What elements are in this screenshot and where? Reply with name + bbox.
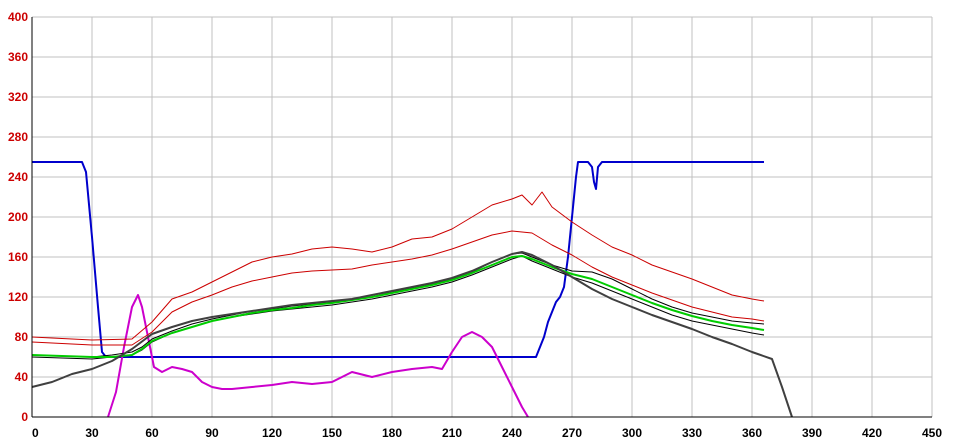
y-tick-label: 40 [15, 370, 29, 384]
y-tick-label: 160 [8, 250, 28, 264]
x-tick-label: 210 [442, 426, 462, 440]
y-tick-label: 240 [8, 170, 28, 184]
y-tick-label: 200 [8, 210, 28, 224]
series-lines [31, 161, 793, 418]
series-line-8 [31, 251, 793, 418]
y-tick-label: 280 [8, 130, 28, 144]
x-tick-label: 90 [205, 426, 219, 440]
x-tick-label: 420 [862, 426, 882, 440]
series-line-4 [31, 230, 765, 346]
x-tick-label: 450 [922, 426, 942, 440]
y-tick-label: 360 [8, 50, 28, 64]
x-tick-label: 120 [262, 426, 282, 440]
series-line-7 [31, 255, 765, 358]
axes [31, 17, 932, 418]
tick-labels: 0 40 80 120 160 200 240 280 320 360 400 0 30 60 90 120 1… [8, 10, 942, 440]
x-tick-label: 330 [682, 426, 702, 440]
x-tick-label: 0 [32, 426, 39, 440]
y-tick-label: 80 [15, 330, 29, 344]
x-tick-label: 180 [382, 426, 402, 440]
y-tick-label: 400 [8, 10, 28, 24]
y-tick-label: 0 [21, 410, 28, 424]
series-line-2 [107, 294, 529, 418]
x-tick-label: 240 [502, 426, 522, 440]
series-line-3 [31, 191, 765, 341]
y-tick-label: 120 [8, 290, 28, 304]
x-tick-label: 360 [742, 426, 762, 440]
x-tick-label: 60 [145, 426, 159, 440]
grid-lines [32, 16, 933, 417]
x-tick-label: 270 [562, 426, 582, 440]
x-tick-label: 30 [85, 426, 99, 440]
x-tick-label: 150 [322, 426, 342, 440]
x-tick-label: 390 [802, 426, 822, 440]
series-line-1 [32, 161, 764, 358]
y-tick-label: 320 [8, 90, 28, 104]
x-tick-label: 300 [622, 426, 642, 440]
